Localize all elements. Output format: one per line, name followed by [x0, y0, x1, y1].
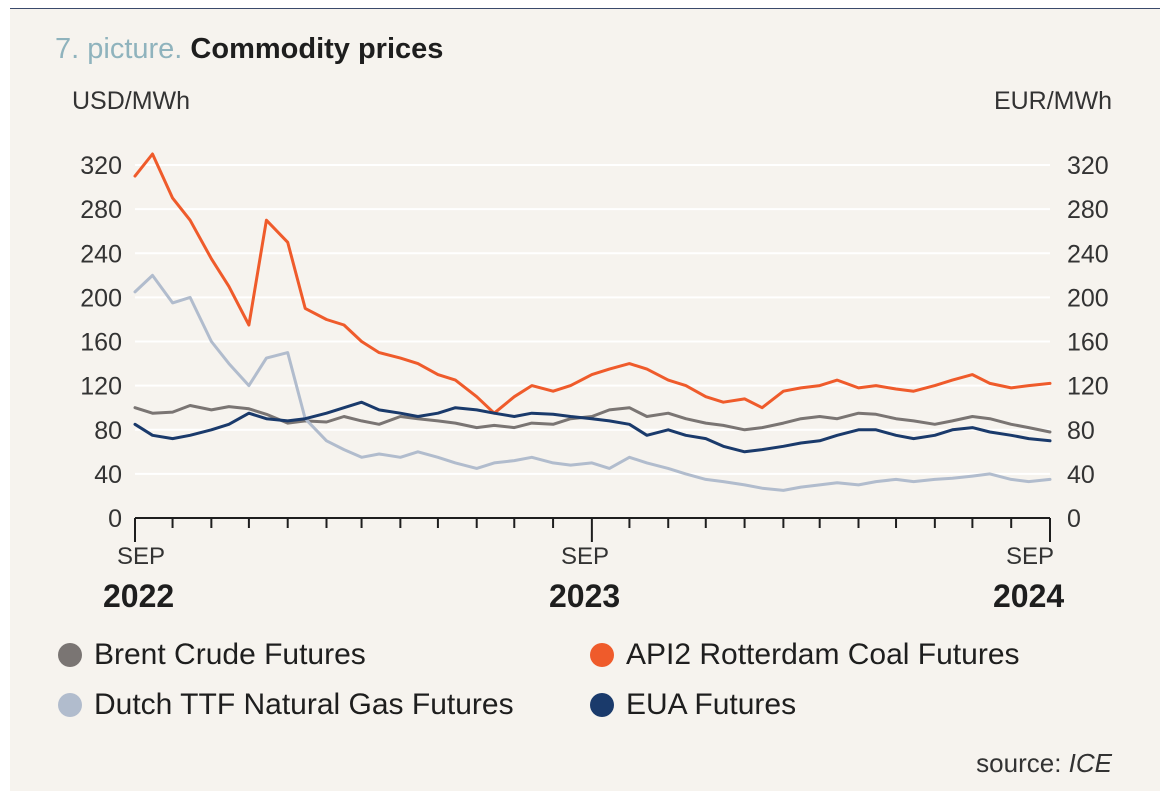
- x-label-sep-2022-month: SEP: [117, 543, 166, 570]
- legend-label-ttf: Dutch TTF Natural Gas Futures: [94, 688, 514, 721]
- series-line-0: [133, 404, 1052, 434]
- series-line-1: [133, 152, 1052, 415]
- legend-eua: EUA Futures: [590, 688, 796, 722]
- right-axis-unit: EUR/MWh: [993, 87, 1112, 115]
- legend-coal: API2 Rotterdam Coal Futures: [590, 638, 1020, 672]
- y-tick-left-240: 240: [80, 240, 122, 268]
- title-text: Commodity prices: [190, 33, 444, 65]
- x-label-sep-2024-month: SEP: [1006, 543, 1055, 570]
- y-ticks-left: 0 40 80 120 160 200 240 280 320: [80, 152, 122, 533]
- gridlines: [135, 164, 1050, 475]
- legend-dot-brent: [58, 643, 82, 667]
- y-tick-left-200: 200: [80, 284, 122, 312]
- source-label: source:: [976, 748, 1062, 778]
- legend-brent: Brent Crude Futures: [58, 638, 366, 672]
- series-line-3: [133, 400, 1052, 454]
- x-label-sep-2023-month: SEP: [561, 543, 610, 570]
- chart-panel: [10, 8, 1160, 791]
- legend-label-brent: Brent Crude Futures: [94, 638, 366, 671]
- y-tick-right-280: 280: [1067, 196, 1109, 224]
- x-axis: [134, 517, 1051, 542]
- y-tick-right-80: 80: [1067, 417, 1095, 445]
- y-tick-right-120: 120: [1067, 373, 1109, 401]
- y-tick-left-320: 320: [80, 152, 122, 180]
- y-tick-right-40: 40: [1067, 461, 1095, 489]
- y-tick-right-320: 320: [1067, 152, 1109, 180]
- legend-label-coal: API2 Rotterdam Coal Futures: [626, 638, 1020, 671]
- legend-ttf: Dutch TTF Natural Gas Futures: [58, 688, 514, 722]
- y-tick-left-40: 40: [94, 461, 122, 489]
- chart-title: 7. picture. Commodity prices: [55, 33, 443, 66]
- y-tick-left-80: 80: [94, 417, 122, 445]
- y-ticks-right: 0 40 80 120 160 200 240 280 320: [1067, 152, 1109, 533]
- y-tick-right-0: 0: [1067, 505, 1081, 533]
- y-tick-left-0: 0: [108, 505, 122, 533]
- series-lines: [133, 152, 1052, 492]
- legend-dot-coal: [590, 643, 614, 667]
- legend-dot-eua: [590, 693, 614, 717]
- left-axis-unit: USD/MWh: [72, 87, 191, 115]
- series-line-2: [133, 273, 1052, 492]
- x-label-2023-year: 2023: [549, 578, 621, 614]
- y-tick-left-160: 160: [80, 329, 122, 357]
- x-label-2024-year: 2024: [993, 578, 1065, 614]
- title-prefix: 7. picture.: [55, 33, 183, 65]
- x-label-2022-year: 2022: [103, 578, 175, 614]
- legend-dot-ttf: [58, 693, 82, 717]
- y-tick-left-120: 120: [80, 373, 122, 401]
- source-name: ICE: [1068, 748, 1112, 778]
- legend-label-eua: EUA Futures: [626, 688, 797, 721]
- source-note: source: ICE: [976, 748, 1112, 779]
- y-tick-left-280: 280: [80, 196, 122, 224]
- y-tick-right-160: 160: [1067, 329, 1109, 357]
- y-tick-right-200: 200: [1067, 284, 1109, 312]
- y-tick-right-240: 240: [1067, 240, 1109, 268]
